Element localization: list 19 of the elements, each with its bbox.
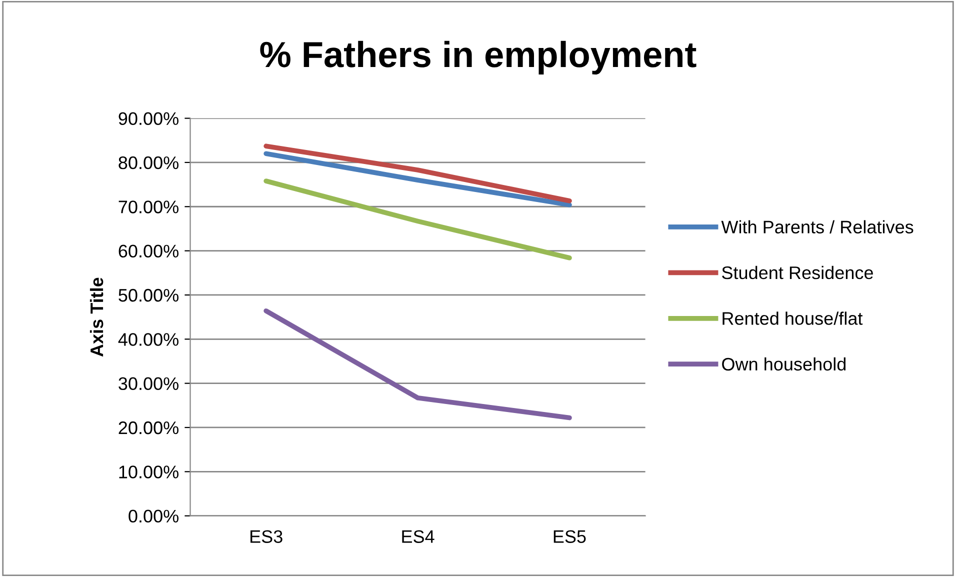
y-tick-label: 0.00%	[128, 510, 178, 523]
chart-title: % Fathers in employment	[260, 40, 696, 75]
x-tick-label: ES4	[402, 530, 434, 543]
legend-label: Own household	[722, 357, 846, 371]
y-tick-label: 30.00%	[118, 377, 178, 390]
y-tick-label: 50.00%	[118, 288, 178, 302]
legend-label: Rented house/flat	[722, 312, 863, 325]
y-tick-label: 80.00%	[118, 156, 178, 170]
y-tick-label: 40.00%	[118, 333, 178, 346]
x-tick-label: ES3	[250, 530, 282, 543]
legend-label: Student Residence	[722, 266, 873, 280]
y-axis-title: Axis Title	[90, 278, 104, 357]
y-tick-label: 60.00%	[118, 244, 178, 258]
legend-label: With Parents / Relatives	[721, 220, 914, 234]
y-tick-label: 10.00%	[119, 466, 178, 478]
y-tick-label: 20.00%	[118, 421, 178, 434]
y-tick-label: 70.00%	[118, 200, 178, 214]
x-tick-label: ES5	[554, 530, 586, 543]
y-tick-label: 90.00%	[118, 112, 178, 126]
